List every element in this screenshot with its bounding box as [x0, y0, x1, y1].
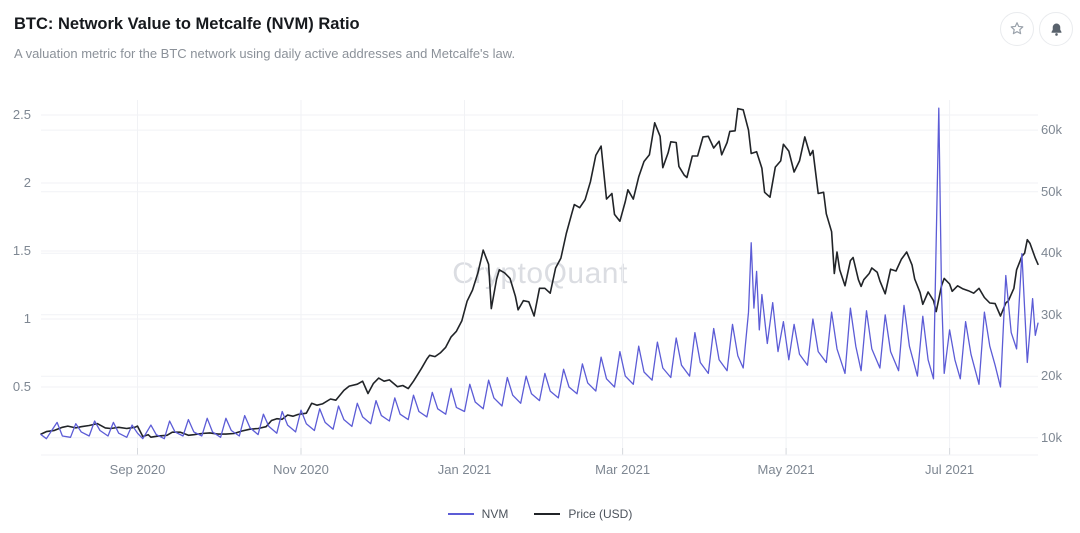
favorite-button[interactable] [1000, 12, 1034, 46]
bell-icon [1048, 21, 1065, 38]
legend-label-price: Price (USD) [568, 507, 633, 521]
legend-label-nvm: NVM [481, 507, 509, 521]
legend-item-price[interactable]: Price (USD) [534, 507, 632, 521]
series-line-nvm [40, 107, 1039, 440]
chart-subtitle: A valuation metric for the BTC network u… [14, 46, 516, 61]
price-line-swatch [534, 513, 561, 515]
chart-legend: NVM Price (USD) [0, 507, 1080, 521]
cryptoquant-watermark: CryptoQuant [452, 257, 628, 290]
nvm-line-swatch [447, 513, 474, 515]
star-icon [1008, 20, 1026, 38]
legend-item-nvm[interactable]: NVM [447, 507, 509, 521]
page-title: BTC: Network Value to Metcalfe (NVM) Rat… [14, 15, 360, 33]
series-line-price-usd- [40, 107, 1039, 439]
alert-button[interactable] [1039, 12, 1073, 46]
